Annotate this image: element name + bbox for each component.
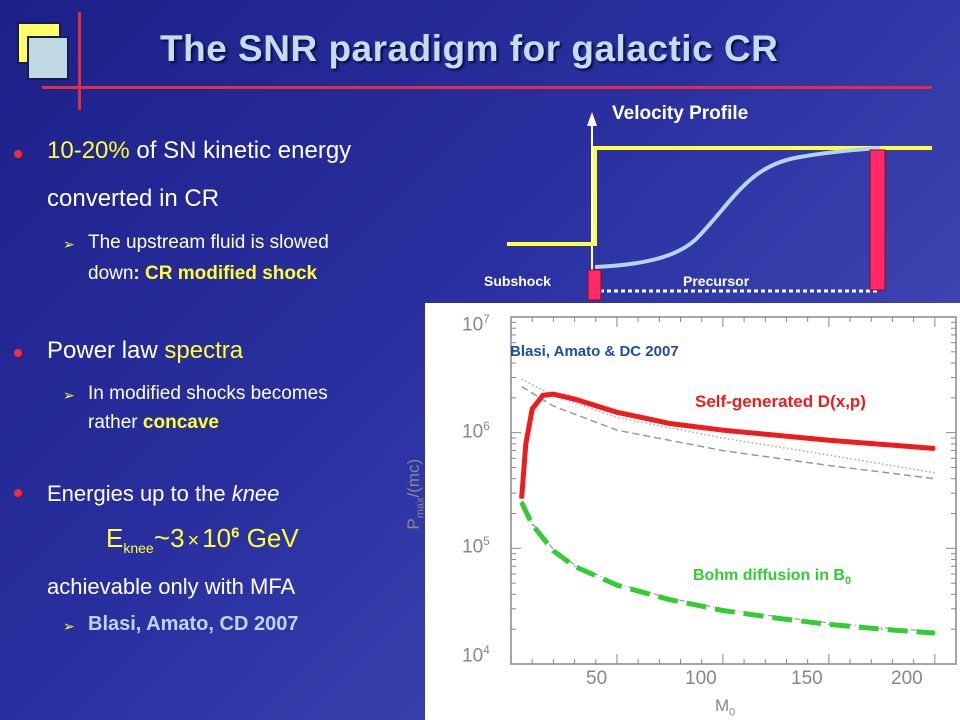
knee-energy-formula: Eknee~3 × 106 GeV [106, 522, 299, 556]
data-point [542, 394, 544, 397]
x-tick-150: 150 [791, 668, 823, 689]
logo-square-front [27, 36, 69, 80]
sub-bullet-1-down: down [88, 263, 134, 284]
bullet-3-line-1: Energies up to the knee [47, 481, 279, 507]
formula-knee-sub: knee [123, 540, 154, 557]
bullet-3-energies: Energies up to the [47, 481, 232, 506]
formula-exponent: 6 [231, 524, 240, 542]
bullet-2-marker [14, 349, 22, 357]
x-tick-50: 50 [586, 668, 608, 689]
formula-unit: GeV [239, 523, 299, 553]
arrow-bullet-icon: ➢ [63, 236, 75, 252]
data-point [722, 429, 724, 431]
bohm-diffusion-label: Bohm diffusion in B0 [693, 567, 852, 588]
plot-frame [510, 316, 957, 665]
pmax-plot-panel: 107 106 105 104 50 100 150 200 M0 Pmax/(… [404, 303, 960, 720]
y-tick-1e5: 105 [462, 534, 490, 558]
arrow-bullet-icon: ➢ [63, 387, 75, 403]
data-point [520, 497, 523, 500]
times-symbol: × [187, 530, 200, 552]
precursor-end-marker [869, 149, 886, 291]
sub-bullet-1-line-2: down: CR modified shock [88, 263, 317, 285]
title-vertical-rule [78, 12, 81, 110]
subshock-marker [587, 269, 602, 301]
data-point [616, 411, 618, 414]
bullet-1-marker [14, 150, 22, 158]
knee-text: knee [231, 481, 280, 506]
data-point [881, 628, 883, 630]
data-point [934, 632, 936, 634]
page-title: The SNR paradigm for galactic CR [160, 28, 779, 69]
data-point [934, 447, 936, 450]
data-point [520, 501, 523, 504]
data-point [828, 439, 830, 441]
plot-tick-marks [511, 317, 956, 665]
arrow-bullet-icon: ➢ [63, 618, 75, 634]
bullet-3-line-3: achievable only with MFA [47, 574, 296, 599]
y-tick-1e4: 104 [462, 643, 490, 667]
tilde-sim-symbol: ~ [153, 522, 171, 553]
x-axis-label: M0 [715, 696, 736, 719]
bullet-3-marker [14, 489, 22, 497]
data-point [669, 598, 671, 601]
points-bohm [520, 501, 936, 634]
y-tick-1e7: 107 [462, 312, 490, 336]
concave-text: concave [142, 412, 219, 433]
x-tick-200: 200 [891, 668, 923, 689]
bullet-1-rest: of SN kinetic energy [129, 137, 352, 164]
percent-text: 10-20% [47, 137, 130, 164]
citation-blasi-amato-cd: Blasi, Amato, CD 2007 [88, 613, 299, 635]
data-point [531, 408, 533, 410]
modified-shock-text: : CR modified shock [133, 263, 318, 284]
data-point [775, 617, 777, 619]
formula-e: E [106, 523, 124, 553]
subshock-label: Subshock [484, 273, 551, 289]
dashed-reference-curve [521, 385, 935, 480]
precursor-label: Precursor [683, 273, 750, 289]
data-point [525, 443, 527, 445]
bullet-2-line-1: Power law spectra [47, 337, 243, 365]
plot-citation: Blasi, Amato & DC 2007 [510, 343, 679, 360]
data-point [828, 623, 830, 626]
y-axis-label: Pmax/(mc) [404, 458, 427, 530]
data-point [669, 422, 671, 425]
formula-three: 3 [170, 523, 185, 553]
data-point [573, 398, 576, 400]
data-point [552, 550, 555, 552]
pmax-plot [510, 316, 957, 665]
x-tick-100: 100 [685, 668, 717, 689]
data-point [616, 584, 618, 586]
points-self-generated [520, 393, 936, 500]
title-horizontal-rule [42, 86, 932, 89]
data-point [573, 565, 576, 568]
formula-ten: 10 [202, 523, 232, 553]
self-generated-label: Self-generated D(x,p) [695, 392, 866, 411]
data-point [552, 393, 555, 395]
sub-bullet-1-line-1: The upstream fluid is slowed [88, 232, 329, 253]
bullet-1-line-2: converted in CR [47, 185, 220, 212]
sub-bullet-2-line-2: rather concave [88, 412, 219, 434]
data-point [722, 609, 724, 612]
sub-bullet-2-line-1: In modified shocks becomes [88, 383, 328, 404]
spectra-text: spectra [164, 337, 244, 364]
modified-velocity-profile [594, 146, 881, 269]
velocity-profile-title: Velocity Profile [612, 103, 749, 124]
bullet-1-line-1: 10-20% of SN kinetic energy [47, 137, 351, 165]
shock-velocity-profile [507, 146, 932, 246]
velocity-axis-arrowhead [587, 112, 597, 126]
bullet-2-power-law: Power law [47, 337, 165, 364]
y-tick-1e6: 106 [462, 419, 490, 443]
data-point [531, 523, 533, 526]
sub-bullet-2-rather: rather [88, 412, 143, 433]
